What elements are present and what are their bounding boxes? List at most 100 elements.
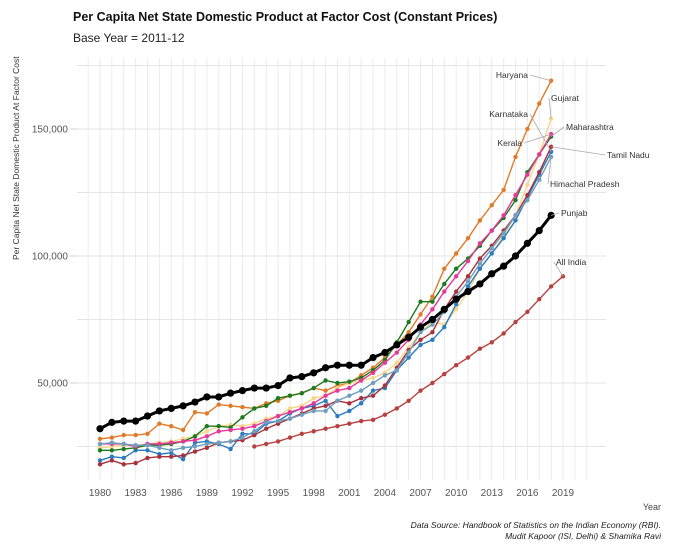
data-point (394, 368, 399, 373)
data-point (513, 197, 518, 203)
chart-title: Per Capita Net State Domestic Product at… (73, 10, 498, 24)
data-point (394, 406, 399, 411)
data-point (157, 421, 162, 426)
data-point (525, 126, 530, 132)
data-point (406, 319, 411, 325)
x-tick-label: 2010 (445, 488, 468, 499)
chart-caption: Data Source: Handbook of Statistics on t… (411, 520, 661, 542)
data-point (264, 441, 269, 447)
data-point (97, 448, 103, 453)
data-point (393, 341, 401, 349)
data-point (240, 435, 245, 440)
data-point (169, 440, 174, 445)
data-point (287, 393, 293, 398)
data-point (358, 396, 364, 401)
data-point (157, 445, 162, 450)
data-point (501, 331, 506, 336)
data-point (405, 333, 413, 341)
data-point (370, 370, 376, 376)
data-point (132, 417, 140, 425)
data-point (121, 455, 126, 461)
data-point (525, 197, 530, 203)
data-point (216, 402, 221, 407)
data-point (228, 446, 233, 452)
data-point (216, 423, 221, 429)
x-tick-label: 1995 (267, 488, 290, 499)
data-point (513, 213, 518, 218)
label-leader-line (523, 133, 552, 144)
data-point (311, 401, 316, 406)
data-point (145, 431, 150, 436)
data-point (252, 406, 257, 411)
label-leader-line (529, 113, 552, 153)
data-point (370, 417, 376, 423)
series-lines (96, 78, 566, 467)
data-point (347, 379, 352, 384)
data-point (335, 380, 340, 386)
x-axis-label: Year (642, 502, 661, 512)
data-point (369, 354, 377, 362)
data-point (180, 439, 186, 444)
data-point (109, 454, 115, 459)
data-point (204, 429, 210, 434)
x-tick-label: 2001 (338, 488, 361, 499)
data-point (513, 218, 518, 223)
data-point (418, 337, 423, 343)
data-point (180, 427, 186, 433)
data-point (323, 426, 328, 431)
data-point (347, 421, 352, 426)
data-point (226, 389, 235, 397)
data-point (358, 378, 364, 383)
data-point (430, 299, 435, 304)
data-point (204, 434, 210, 439)
data-point (370, 380, 376, 386)
data-point (452, 295, 460, 303)
label-leader-line (553, 261, 564, 277)
data-point (299, 406, 305, 411)
data-point (240, 404, 245, 410)
data-point (228, 439, 233, 444)
series-label: Himachal Pradesh (550, 179, 620, 189)
data-point (252, 432, 257, 438)
data-point (501, 213, 506, 218)
data-point (121, 446, 126, 452)
data-point (418, 388, 423, 393)
data-point (525, 192, 530, 198)
x-tick-label: 2013 (481, 488, 504, 499)
data-point (97, 441, 103, 447)
data-point (489, 203, 494, 208)
data-point (238, 387, 247, 395)
data-point (382, 412, 388, 417)
data-point (216, 429, 221, 434)
data-point (477, 261, 483, 266)
data-point (489, 340, 494, 345)
x-tick-label: 2019 (552, 488, 575, 499)
data-point (252, 444, 257, 449)
data-point (192, 434, 198, 439)
data-point (145, 443, 150, 448)
data-point (192, 437, 198, 443)
data-point (501, 230, 506, 236)
gridlines (77, 58, 606, 480)
data-point (477, 346, 483, 351)
data-point (370, 375, 376, 381)
data-point (311, 429, 316, 434)
data-point (465, 236, 471, 241)
data-point (335, 413, 340, 419)
data-point (250, 384, 258, 392)
data-point (240, 415, 245, 420)
x-tick-label: 1983 (124, 488, 147, 499)
series-label: Haryana (496, 70, 528, 80)
data-point (347, 393, 352, 398)
data-point (298, 373, 306, 381)
data-point (121, 462, 126, 467)
data-point (215, 393, 223, 401)
data-point (109, 458, 115, 463)
data-point (143, 412, 152, 420)
data-point (333, 361, 342, 369)
data-point (382, 360, 388, 365)
data-point (406, 350, 411, 355)
x-tick-label: 2016 (516, 488, 539, 499)
data-point (323, 378, 328, 383)
